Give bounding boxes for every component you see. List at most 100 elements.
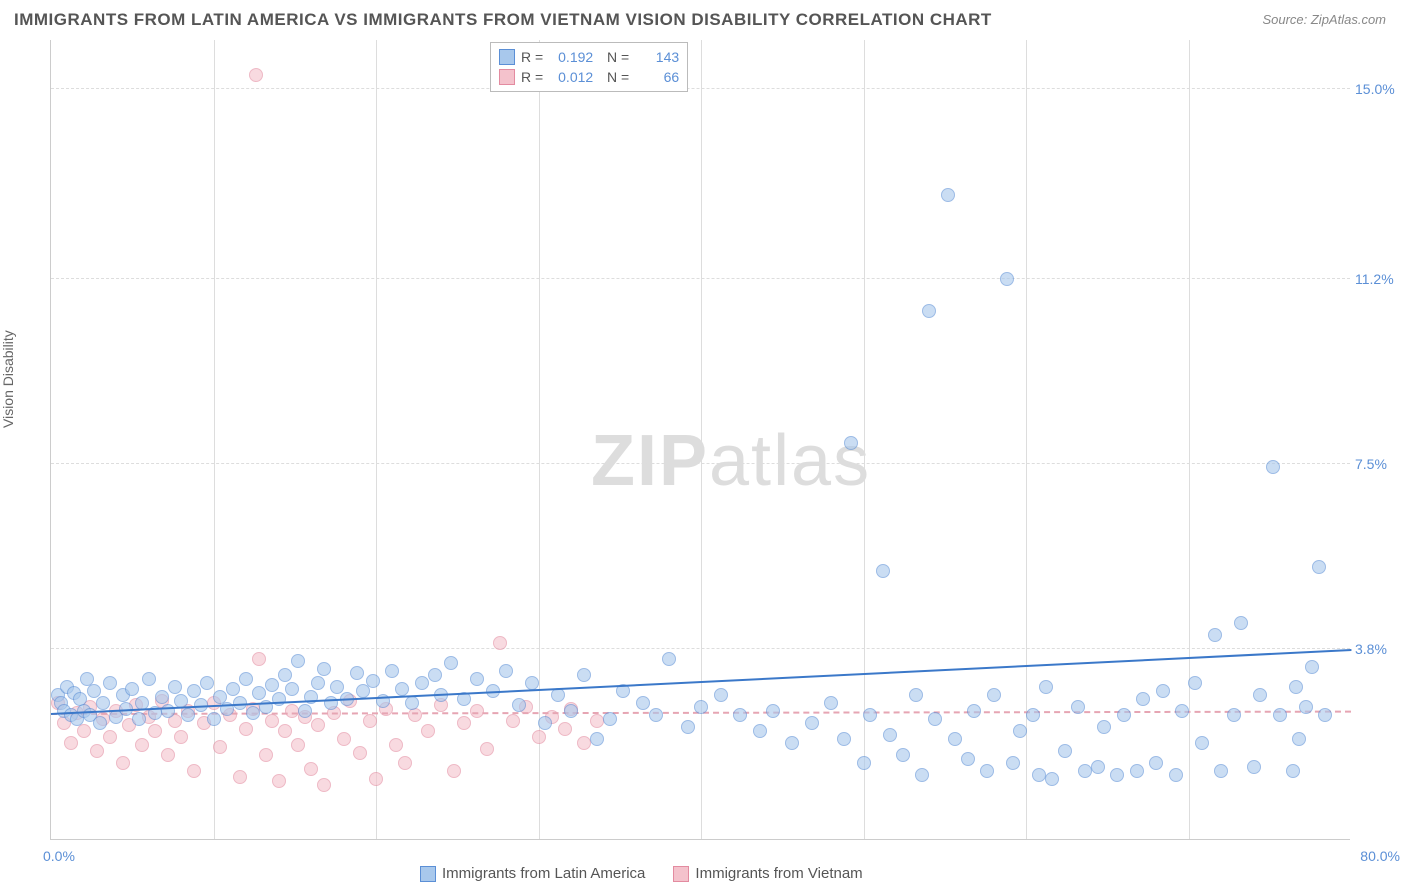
scatter-point-blue — [207, 712, 221, 726]
scatter-point-pink — [272, 774, 286, 788]
scatter-point-blue — [844, 436, 858, 450]
scatter-point-blue — [1026, 708, 1040, 722]
scatter-point-blue — [1214, 764, 1228, 778]
scatter-point-blue — [564, 704, 578, 718]
scatter-point-blue — [863, 708, 877, 722]
scatter-point-blue — [499, 664, 513, 678]
scatter-point-pink — [590, 714, 604, 728]
legend-stats-row-blue: R = 0.192 N = 143 — [499, 47, 679, 67]
scatter-point-blue — [132, 712, 146, 726]
scatter-point-blue — [753, 724, 767, 738]
gridline-vertical — [1189, 40, 1190, 839]
scatter-point-pink — [317, 778, 331, 792]
scatter-point-pink — [532, 730, 546, 744]
scatter-point-blue — [1097, 720, 1111, 734]
scatter-point-blue — [662, 652, 676, 666]
scatter-point-blue — [1188, 676, 1202, 690]
scatter-point-blue — [1195, 736, 1209, 750]
y-tick-label: 7.5% — [1355, 456, 1406, 472]
scatter-point-blue — [980, 764, 994, 778]
scatter-point-blue — [226, 682, 240, 696]
watermark: ZIPatlas — [591, 420, 871, 502]
y-tick-label: 3.8% — [1355, 641, 1406, 657]
scatter-point-blue — [1058, 744, 1072, 758]
legend-swatch-pink-icon — [673, 866, 689, 882]
scatter-point-pink — [493, 636, 507, 650]
scatter-point-blue — [96, 696, 110, 710]
scatter-point-blue — [948, 732, 962, 746]
scatter-point-blue — [1292, 732, 1306, 746]
scatter-point-blue — [1032, 768, 1046, 782]
scatter-point-blue — [246, 706, 260, 720]
scatter-point-pink — [558, 722, 572, 736]
watermark-bold: ZIP — [591, 421, 709, 501]
scatter-point-pink — [311, 718, 325, 732]
scatter-point-blue — [366, 674, 380, 688]
legend-item-blue: Immigrants from Latin America — [420, 865, 645, 882]
legend-swatch-blue-icon — [420, 866, 436, 882]
chart-container: IMMIGRANTS FROM LATIN AMERICA VS IMMIGRA… — [0, 0, 1406, 892]
scatter-point-blue — [1149, 756, 1163, 770]
scatter-point-blue — [681, 720, 695, 734]
scatter-point-pink — [353, 746, 367, 760]
legend-r-value-blue: 0.192 — [549, 49, 593, 65]
scatter-point-blue — [1299, 700, 1313, 714]
scatter-point-pink — [116, 756, 130, 770]
scatter-point-blue — [1045, 772, 1059, 786]
scatter-point-pink — [259, 748, 273, 762]
x-max-label: 80.0% — [1360, 848, 1400, 864]
scatter-point-blue — [525, 676, 539, 690]
scatter-point-pink — [337, 732, 351, 746]
scatter-point-blue — [1006, 756, 1020, 770]
scatter-point-blue — [265, 678, 279, 692]
scatter-point-blue — [181, 708, 195, 722]
scatter-point-blue — [1117, 708, 1131, 722]
scatter-point-blue — [1039, 680, 1053, 694]
scatter-point-blue — [1156, 684, 1170, 698]
scatter-point-blue — [636, 696, 650, 710]
scatter-point-pink — [148, 724, 162, 738]
legend-stats-row-pink: R = 0.012 N = 66 — [499, 67, 679, 87]
scatter-point-blue — [538, 716, 552, 730]
scatter-point-blue — [200, 676, 214, 690]
scatter-point-blue — [1208, 628, 1222, 642]
scatter-point-pink — [447, 764, 461, 778]
legend-r-label: R = — [521, 49, 543, 65]
scatter-point-blue — [577, 668, 591, 682]
scatter-point-blue — [883, 728, 897, 742]
scatter-point-blue — [444, 656, 458, 670]
scatter-point-pink — [213, 740, 227, 754]
scatter-point-blue — [928, 712, 942, 726]
scatter-point-blue — [896, 748, 910, 762]
scatter-point-blue — [1318, 708, 1332, 722]
scatter-point-blue — [1013, 724, 1027, 738]
scatter-point-blue — [239, 672, 253, 686]
scatter-point-pink — [480, 742, 494, 756]
scatter-point-blue — [1169, 768, 1183, 782]
scatter-point-blue — [278, 668, 292, 682]
legend-swatch-pink — [499, 69, 515, 85]
scatter-point-blue — [987, 688, 1001, 702]
scatter-point-pink — [577, 736, 591, 750]
scatter-point-blue — [941, 188, 955, 202]
y-tick-label: 15.0% — [1355, 81, 1406, 97]
scatter-point-blue — [405, 696, 419, 710]
scatter-point-blue — [837, 732, 851, 746]
scatter-point-pink — [278, 724, 292, 738]
y-axis-label: Vision Disability — [0, 330, 16, 428]
scatter-point-blue — [1305, 660, 1319, 674]
scatter-point-blue — [291, 654, 305, 668]
y-tick-label: 11.2% — [1355, 271, 1406, 287]
scatter-point-blue — [350, 666, 364, 680]
scatter-point-blue — [1110, 768, 1124, 782]
chart-source: Source: ZipAtlas.com — [1262, 12, 1386, 27]
scatter-point-blue — [1078, 764, 1092, 778]
scatter-point-pink — [77, 724, 91, 738]
legend-n-value-blue: 143 — [635, 49, 679, 65]
scatter-point-pink — [239, 722, 253, 736]
scatter-point-pink — [249, 68, 263, 82]
scatter-point-blue — [1312, 560, 1326, 574]
scatter-point-blue — [961, 752, 975, 766]
scatter-point-blue — [428, 668, 442, 682]
x-min-label: 0.0% — [43, 848, 75, 864]
